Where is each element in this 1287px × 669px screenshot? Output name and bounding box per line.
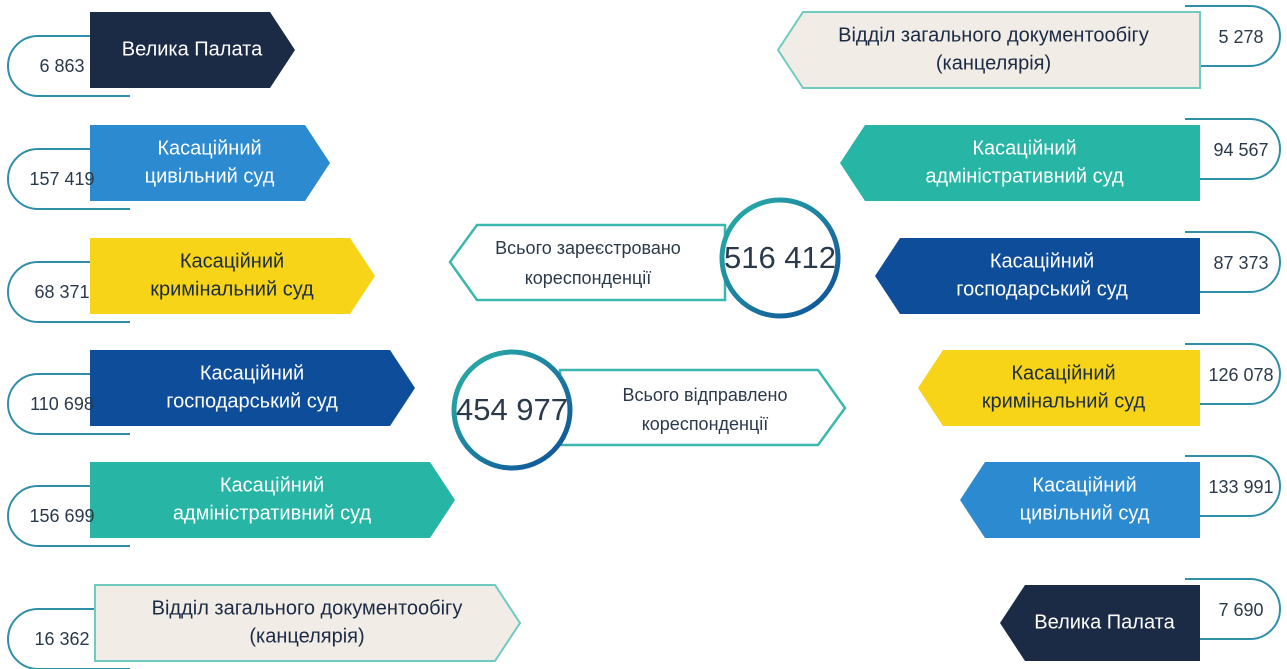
item-label: (канцелярія) bbox=[936, 52, 1051, 74]
item-label: Касаційний bbox=[990, 250, 1094, 272]
item-label: Касаційний bbox=[180, 250, 284, 272]
item-value: 156 699 bbox=[29, 506, 94, 526]
item-label: господарський суд bbox=[166, 390, 338, 412]
received-label: Всього зареєстровано bbox=[495, 238, 681, 258]
sent-value: 454 977 bbox=[456, 392, 568, 427]
item-label: Відділ загального документообігу bbox=[838, 24, 1149, 46]
sent-arrow bbox=[558, 368, 847, 447]
item-label: Велика Палата bbox=[122, 38, 263, 60]
label-arrow bbox=[94, 584, 522, 662]
value-bubble bbox=[1185, 5, 1281, 67]
sent-label: кореспонденції bbox=[642, 414, 769, 434]
item-label: (канцелярія) bbox=[249, 625, 364, 647]
item-value: 5 278 bbox=[1218, 27, 1263, 47]
label-arrow bbox=[776, 11, 1201, 89]
item-value: 94 567 bbox=[1213, 140, 1268, 160]
item-label: кримінальний суд bbox=[982, 390, 1146, 412]
label-arrow bbox=[1000, 585, 1200, 661]
label-arrow bbox=[90, 238, 375, 314]
item-label: цивільний суд bbox=[1020, 502, 1150, 524]
sent-label: Всього відправлено bbox=[622, 385, 787, 405]
value-bubble bbox=[1185, 455, 1281, 517]
label-arrow bbox=[840, 125, 1200, 201]
item-label: Касаційний bbox=[1032, 474, 1136, 496]
item-label: адміністративний суд bbox=[925, 165, 1124, 187]
item-label: Відділ загального документообігу bbox=[152, 597, 463, 619]
value-bubble bbox=[1185, 118, 1281, 180]
received-value: 516 412 bbox=[724, 240, 836, 275]
item-value: 68 371 bbox=[34, 282, 89, 302]
label-arrow bbox=[90, 12, 295, 88]
label-arrow bbox=[960, 462, 1200, 538]
item-label: Касаційний bbox=[1011, 362, 1115, 384]
received-ring bbox=[719, 197, 841, 319]
item-value: 126 078 bbox=[1208, 365, 1273, 385]
value-bubble bbox=[1185, 578, 1281, 640]
item-value: 16 362 bbox=[34, 629, 89, 649]
value-bubble bbox=[1185, 343, 1281, 405]
item-label: адміністративний суд bbox=[173, 502, 372, 524]
item-value: 110 698 bbox=[30, 394, 94, 414]
label-arrow bbox=[90, 125, 330, 201]
received-arrow bbox=[448, 223, 727, 302]
item-label: Велика Палата bbox=[1034, 611, 1175, 633]
item-label: Касаційний bbox=[157, 137, 261, 159]
received-label: кореспонденції bbox=[525, 268, 652, 288]
item-value: 87 373 bbox=[1213, 253, 1268, 273]
item-label: кримінальний суд bbox=[150, 278, 314, 300]
item-value: 157 419 bbox=[29, 169, 94, 189]
item-value: 133 991 bbox=[1208, 477, 1273, 497]
sent-ring bbox=[451, 349, 573, 471]
item-label: Касаційний bbox=[220, 474, 324, 496]
item-value: 6 863 bbox=[39, 56, 84, 76]
value-bubble bbox=[1185, 231, 1281, 293]
label-arrow bbox=[90, 350, 415, 426]
item-value: 7 690 bbox=[1218, 600, 1263, 620]
item-label: Касаційний bbox=[972, 137, 1076, 159]
label-arrow bbox=[875, 238, 1200, 314]
item-label: господарський суд bbox=[956, 278, 1128, 300]
label-arrow bbox=[90, 462, 455, 538]
item-label: Касаційний bbox=[200, 362, 304, 384]
label-arrow bbox=[918, 350, 1200, 426]
item-label: цивільний суд bbox=[145, 165, 275, 187]
